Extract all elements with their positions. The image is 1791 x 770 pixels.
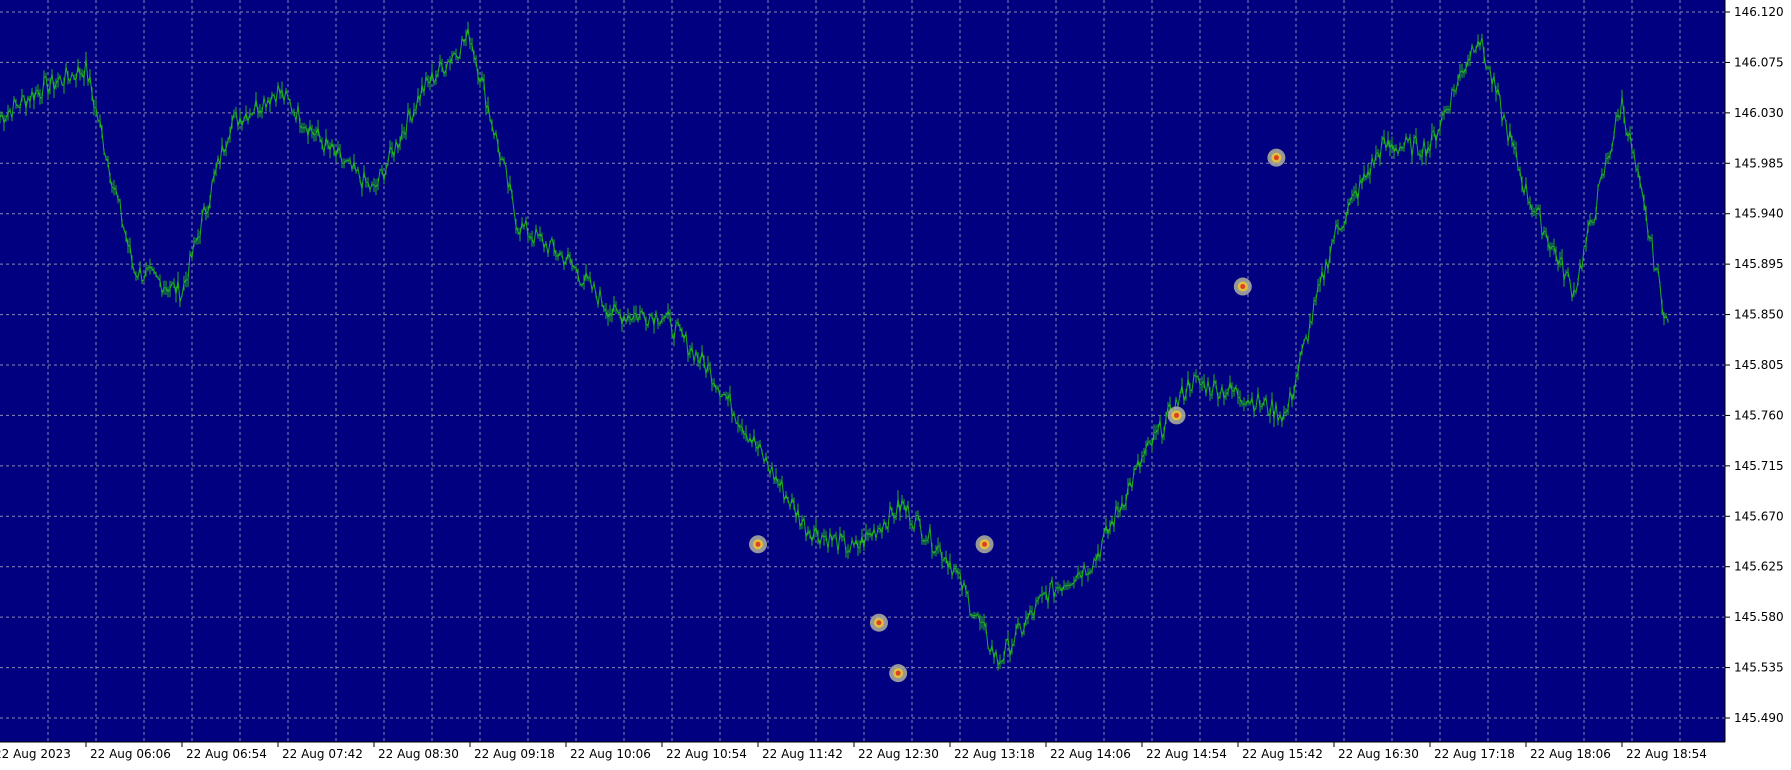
y-tick-label: 145.805 bbox=[1734, 358, 1784, 372]
x-tick-label: 22 Aug 10:06 bbox=[570, 747, 651, 761]
y-tick-label: 145.715 bbox=[1734, 459, 1784, 473]
x-tick-label: 22 Aug 07:42 bbox=[282, 747, 363, 761]
price-series bbox=[0, 21, 1669, 671]
x-tick-label: 22 Aug 2023 bbox=[0, 747, 71, 761]
y-tick-label: 145.535 bbox=[1734, 661, 1784, 675]
x-tick-label: 22 Aug 15:42 bbox=[1242, 747, 1323, 761]
x-tick-label: 22 Aug 16:30 bbox=[1338, 747, 1419, 761]
y-tick-label: 146.120 bbox=[1734, 5, 1784, 19]
price-axis: 146.120 146.075 146.030 145.985 145.940 145.8… bbox=[1725, 5, 1784, 725]
y-tick-label: 145.490 bbox=[1734, 711, 1784, 725]
y-tick-label: 145.625 bbox=[1734, 560, 1784, 574]
trade-marker-center bbox=[1240, 284, 1246, 290]
trade-marker-center bbox=[876, 620, 882, 626]
y-tick-label: 145.850 bbox=[1734, 308, 1784, 322]
y-tick-label: 146.030 bbox=[1734, 106, 1784, 120]
x-tick-label: 22 Aug 14:06 bbox=[1050, 747, 1131, 761]
x-tick-label: 22 Aug 18:06 bbox=[1530, 747, 1611, 761]
x-tick-label: 22 Aug 10:54 bbox=[666, 747, 747, 761]
trade-marker-center bbox=[1174, 412, 1180, 418]
x-tick-label: 22 Aug 12:30 bbox=[858, 747, 939, 761]
grid bbox=[0, 0, 1725, 742]
trade-marker-center bbox=[755, 541, 761, 547]
y-tick-label: 145.760 bbox=[1734, 408, 1784, 422]
price-line bbox=[0, 27, 1669, 668]
x-tick-label: 22 Aug 08:30 bbox=[378, 747, 459, 761]
x-tick-label: 22 Aug 11:42 bbox=[762, 747, 843, 761]
trade-marker[interactable] bbox=[749, 535, 767, 554]
x-tick-label: 22 Aug 13:18 bbox=[954, 747, 1035, 761]
trade-markers bbox=[749, 148, 1286, 683]
trade-marker-center bbox=[1273, 155, 1279, 161]
y-tick-label: 145.940 bbox=[1734, 207, 1784, 221]
x-tick-label: 22 Aug 06:06 bbox=[90, 747, 171, 761]
trade-marker[interactable] bbox=[975, 535, 994, 554]
x-tick-label: 22 Aug 18:54 bbox=[1626, 747, 1707, 761]
trade-marker[interactable] bbox=[1167, 406, 1186, 425]
trade-marker-center bbox=[895, 670, 901, 676]
x-tick-label: 22 Aug 14:54 bbox=[1146, 747, 1227, 761]
trade-marker[interactable] bbox=[1233, 277, 1252, 296]
trade-marker[interactable] bbox=[1267, 148, 1286, 167]
time-axis: 22 Aug 2023 22 Aug 06:06 22 Aug 06:54 22 Au… bbox=[0, 742, 1707, 761]
trade-marker-center bbox=[982, 541, 988, 547]
trade-marker[interactable] bbox=[869, 613, 888, 632]
y-tick-label: 145.670 bbox=[1734, 509, 1784, 523]
y-tick-label: 145.580 bbox=[1734, 610, 1784, 624]
y-tick-label: 145.895 bbox=[1734, 257, 1784, 271]
x-tick-label: 22 Aug 06:54 bbox=[186, 747, 267, 761]
y-tick-label: 145.985 bbox=[1734, 156, 1784, 170]
y-tick-label: 146.075 bbox=[1734, 55, 1784, 69]
x-tick-label: 22 Aug 17:18 bbox=[1434, 747, 1515, 761]
trade-marker[interactable] bbox=[889, 664, 908, 683]
x-tick-label: 22 Aug 09:18 bbox=[474, 747, 555, 761]
